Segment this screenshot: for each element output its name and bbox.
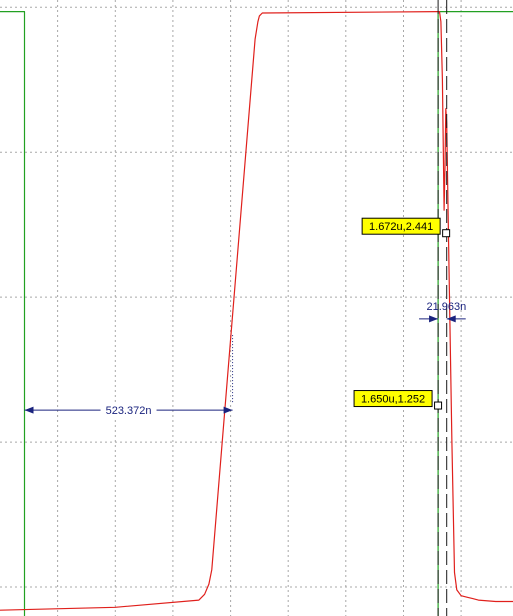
arrow-head-right <box>429 315 439 323</box>
series-layer <box>0 11 513 616</box>
marker-2[interactable]: 1.650u,1.252 <box>353 390 443 410</box>
series-trace-1 <box>0 11 513 611</box>
series-trace-2 <box>0 11 513 616</box>
measurement-label: 21.963n <box>427 301 467 313</box>
marker-layer[interactable]: 1.672u,2.441 1.650u,1.252 <box>353 217 451 410</box>
measurement-layer: 523.372n 21.963n <box>24 301 466 418</box>
marker-label-box <box>353 390 433 408</box>
marker-handle[interactable] <box>442 229 451 238</box>
marker-1[interactable]: 1.672u,2.441 <box>361 217 451 238</box>
marker-label-box <box>361 217 441 235</box>
measurement-label: 523.372n <box>106 405 152 417</box>
arrow-head-right <box>223 406 233 414</box>
marker-label: 1.672u,2.441 <box>369 221 433 233</box>
measurement-1: 523.372n <box>24 333 234 418</box>
marker-handle[interactable] <box>434 401 443 410</box>
measurement-2: 21.963n <box>419 301 466 323</box>
measurement-label-bg <box>100 403 157 418</box>
arrow-head-left <box>446 315 456 323</box>
marker-label: 1.650u,1.252 <box>361 394 425 406</box>
cursor-layer[interactable] <box>437 0 448 616</box>
arrow-head-left <box>24 406 34 414</box>
